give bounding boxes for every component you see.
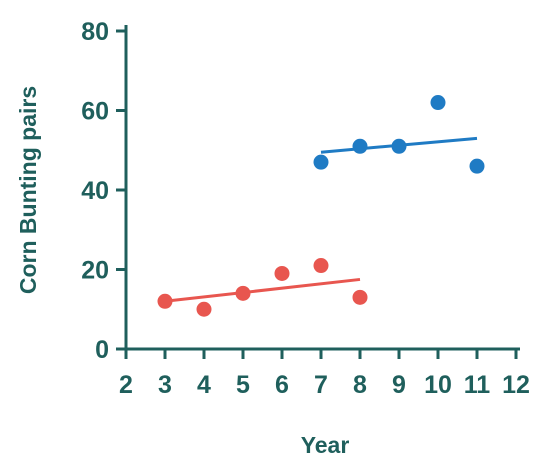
x-tick-label: 6	[275, 371, 289, 399]
data-points	[157, 95, 485, 317]
data-point-series-2	[352, 138, 368, 154]
data-point-series-2	[391, 138, 407, 154]
trendline-1	[164, 277, 361, 303]
y-tick-label: 40	[81, 177, 109, 205]
data-point-series-2	[313, 154, 329, 170]
data-point-series-1	[352, 289, 368, 305]
x-tick-label: 5	[236, 371, 250, 399]
y-axis-label: Corn Bunting pairs	[15, 86, 41, 294]
x-tick-label: 7	[314, 371, 328, 399]
axes	[116, 25, 520, 359]
y-tick-label: 80	[81, 18, 109, 46]
data-point-series-1	[274, 265, 290, 281]
data-point-series-1	[313, 258, 329, 274]
data-point-series-1	[235, 285, 251, 301]
x-tick-label: 11	[464, 371, 491, 399]
y-tick-label: 20	[81, 257, 109, 285]
data-point-series-2	[430, 95, 446, 111]
data-point-series-2	[469, 158, 485, 174]
data-point-series-1	[157, 293, 173, 309]
x-tick-label: 12	[502, 371, 530, 399]
x-tick-label: 4	[197, 371, 211, 399]
x-tick-label: 10	[424, 371, 452, 399]
x-tick-label: 9	[392, 371, 406, 399]
x-axis-label: Year	[301, 432, 350, 458]
x-tick-label: 3	[158, 371, 172, 399]
x-tick-label: 8	[353, 371, 367, 399]
y-tick-label: 0	[95, 336, 109, 364]
y-tick-label: 60	[81, 98, 109, 126]
tick-labels: 0 20 40 60 80 2 3 4 5 6 7 8 9 10 11 12	[81, 18, 530, 399]
data-point-series-1	[196, 301, 212, 317]
x-tick-label: 2	[119, 371, 133, 399]
